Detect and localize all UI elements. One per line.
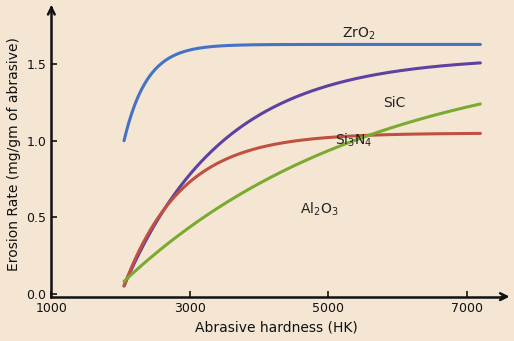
Text: Al$_2$O$_3$: Al$_2$O$_3$ <box>301 201 339 218</box>
Text: Si$_3$N$_4$: Si$_3$N$_4$ <box>335 132 373 149</box>
Y-axis label: Erosion Rate (mg/gm of abrasive): Erosion Rate (mg/gm of abrasive) <box>7 37 21 271</box>
X-axis label: Abrasive hardness (HK): Abrasive hardness (HK) <box>195 320 358 334</box>
Text: SiC: SiC <box>383 95 406 109</box>
Text: ZrO$_2$: ZrO$_2$ <box>342 26 375 42</box>
